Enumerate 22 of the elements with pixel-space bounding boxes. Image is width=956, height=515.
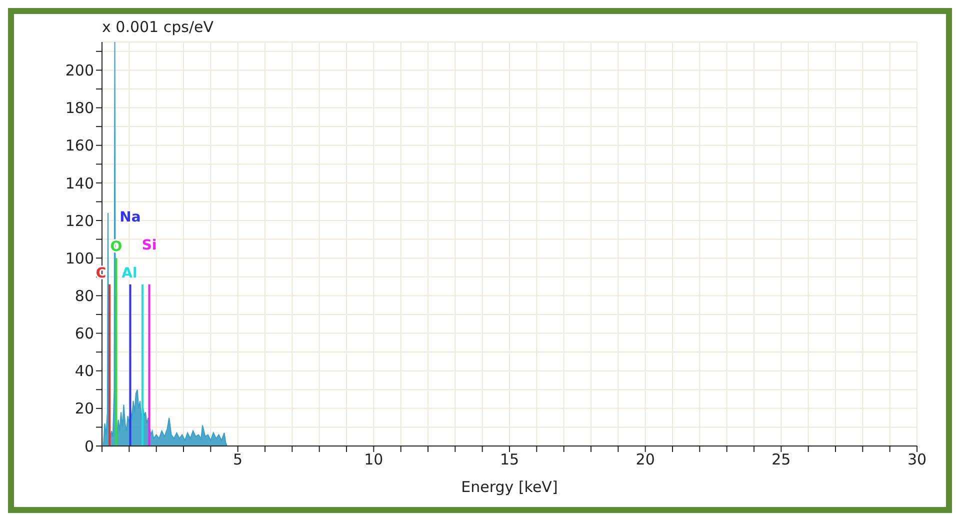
x-tick-label: 20 (636, 450, 655, 469)
y-tick-label: 180 (65, 99, 94, 118)
x-axis-title: Energy [keV] (461, 478, 558, 496)
y-tick-label: 100 (65, 249, 94, 268)
y-tick-label: 0 (84, 437, 94, 456)
series-label: Al (122, 265, 138, 282)
y-tick-label: 40 (74, 362, 94, 380)
y-tick-label: 200 (65, 62, 94, 80)
y-tick-label: 20 (74, 400, 94, 418)
x-tick-label: 25 (772, 450, 791, 469)
y-axis-title: x 0.001 cps/eV (102, 18, 214, 36)
y-tick-label: 160 (65, 136, 94, 155)
x-tick-label: 30 (907, 450, 927, 469)
text: Si (142, 237, 157, 254)
y-tick-label: 60 (74, 324, 94, 343)
x-tick-label: 5 (233, 450, 243, 469)
y-tick-label: 140 (65, 174, 94, 192)
x-tick-label: 15 (500, 450, 520, 469)
text: Na (120, 209, 141, 226)
x-tick-label: 10 (364, 450, 384, 469)
y-tick-label: 80 (74, 287, 94, 305)
y-tick-label: 120 (65, 212, 94, 230)
